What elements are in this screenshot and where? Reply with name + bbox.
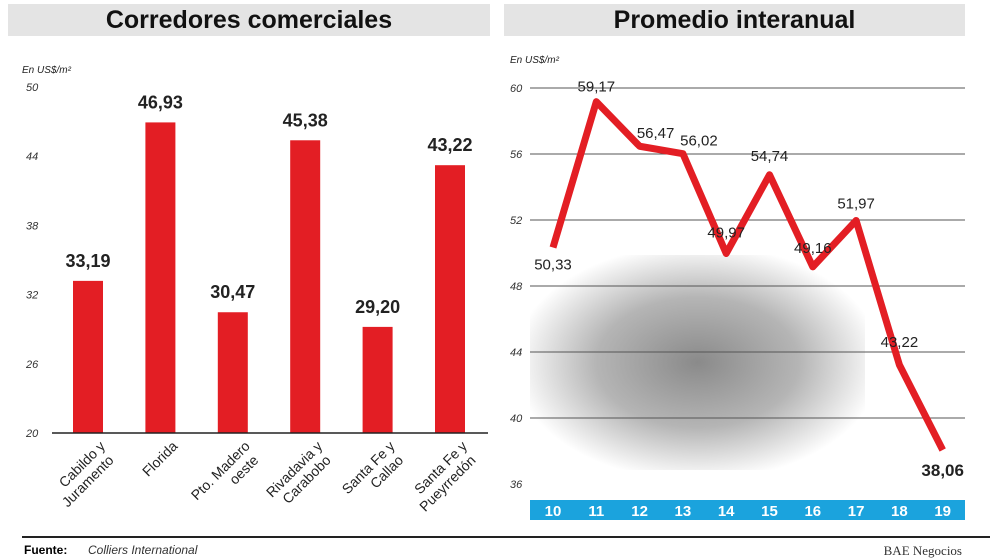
x-tick-label: 12	[631, 503, 648, 520]
data-label: 45,38	[283, 110, 328, 130]
data-label: 49,16	[794, 240, 832, 257]
category-label: Santa Fe yCallao	[339, 438, 410, 509]
bar	[73, 280, 103, 433]
x-tick-label: 10	[545, 503, 562, 520]
y-tick-label: 20	[25, 428, 39, 440]
data-label: 29,20	[355, 297, 400, 317]
x-tick-label: 18	[891, 503, 908, 520]
data-label: 56,47	[637, 125, 675, 142]
y-tick-label: 56	[510, 149, 523, 161]
category-label: Pto. Maderooeste	[188, 438, 265, 515]
y-tick-label: 44	[26, 151, 38, 163]
data-label: 33,19	[65, 251, 110, 271]
category-label: Santa Fe yPueyrredón	[405, 438, 482, 515]
x-tick-label: 16	[804, 503, 821, 520]
data-label: 43,22	[881, 334, 919, 351]
data-label: 59,17	[578, 79, 616, 96]
storefront-photo	[530, 255, 865, 470]
bar	[217, 312, 248, 433]
bar-chart-title: Corredores comerciales	[8, 4, 490, 36]
category-label: Rivadavia yCarabobo	[263, 438, 337, 512]
x-tick-label: 17	[848, 503, 865, 520]
y-tick-label: 26	[25, 359, 39, 371]
y-tick-label: 44	[510, 347, 522, 359]
data-label: 54,74	[751, 148, 789, 165]
bar	[362, 326, 393, 433]
year-band	[530, 500, 965, 520]
x-tick-label: 11	[588, 503, 604, 520]
series-line	[549, 98, 946, 452]
y-tick-label: 50	[26, 82, 39, 94]
line-chart-title: Promedio interanual	[504, 4, 965, 36]
y-tick-label: 40	[510, 413, 523, 425]
data-label: 46,93	[138, 92, 183, 112]
bar	[290, 140, 321, 433]
bar	[435, 165, 465, 434]
data-label: 43,22	[427, 135, 472, 155]
x-tick-label: 13	[675, 503, 692, 520]
category-label: Florida	[139, 438, 181, 480]
source: Colliers International	[88, 543, 198, 557]
category-label: Cabildo yJuramento	[47, 438, 119, 510]
data-label: 50,33	[534, 257, 572, 274]
y-tick-label: 60	[510, 83, 523, 95]
y-tick-label: 52	[510, 215, 522, 227]
x-tick-label: 15	[761, 503, 778, 520]
y-tick-label: 38	[26, 220, 39, 232]
y-unit-label: En US$/m²	[22, 65, 72, 76]
data-label: 56,02	[680, 133, 718, 150]
data-label: 30,47	[210, 282, 255, 302]
bar	[145, 122, 176, 433]
data-label: 38,06	[921, 461, 964, 480]
x-tick-label: 19	[934, 503, 951, 520]
credit: BAE Negocios	[883, 543, 962, 558]
footer-divider	[22, 536, 990, 538]
y-tick-label: 36	[510, 479, 523, 491]
x-tick-label: 14	[718, 503, 735, 520]
source-label: Fuente:	[24, 543, 68, 557]
y-tick-label: 32	[26, 290, 38, 302]
y-tick-label: 48	[510, 281, 523, 293]
y-unit-label: En US$/m²	[510, 55, 560, 66]
data-label: 51,97	[837, 195, 875, 212]
data-label: 49,97	[707, 224, 745, 241]
